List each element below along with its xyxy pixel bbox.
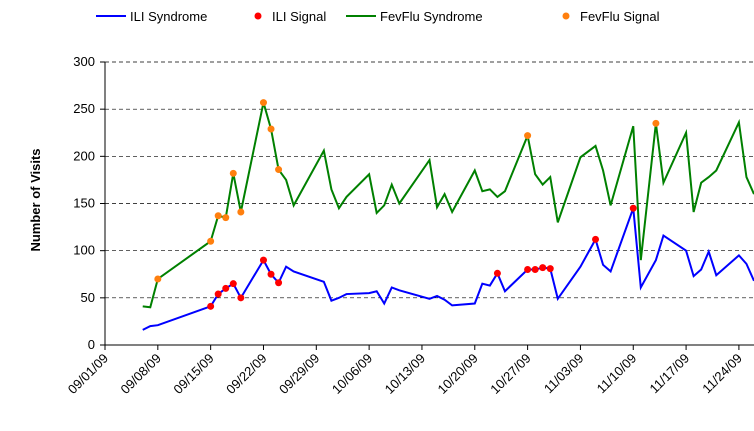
signal-point [546, 265, 554, 273]
signal-point [493, 269, 501, 277]
signal-point [524, 132, 532, 140]
signal-point [229, 280, 237, 288]
legend-label: FevFlu Syndrome [380, 9, 483, 24]
signal-point [214, 212, 222, 220]
series-line [142, 207, 754, 331]
signal-point [652, 119, 660, 127]
x-tick-label: 09/01/09 [65, 351, 111, 397]
y-tick-label: 0 [88, 337, 95, 352]
y-tick-label: 100 [73, 243, 95, 258]
signal-point [524, 266, 532, 274]
x-tick-label: 10/20/09 [435, 351, 481, 397]
signal-point [275, 279, 283, 287]
signal-point [539, 264, 547, 272]
legend-swatch [254, 12, 262, 20]
signal-point [259, 256, 267, 264]
x-tick-label: 10/06/09 [329, 351, 375, 397]
x-tick-label: 09/22/09 [223, 351, 269, 397]
y-tick-label: 50 [81, 290, 95, 305]
legend-label: FevFlu Signal [580, 9, 660, 24]
legend-label: ILI Signal [272, 9, 326, 24]
x-tick-label: 09/15/09 [170, 351, 216, 397]
signal-point [275, 166, 283, 174]
y-tick-label: 150 [73, 196, 95, 211]
signal-point [267, 125, 275, 133]
signal-point [207, 302, 215, 310]
y-tick-label: 300 [73, 54, 95, 69]
x-tick-label: 11/03/09 [541, 351, 587, 397]
legend-swatch [562, 12, 570, 20]
x-tick-label: 11/24/09 [699, 351, 745, 397]
signal-point [222, 214, 230, 222]
y-tick-label: 250 [73, 101, 95, 116]
signal-point [229, 169, 237, 177]
x-tick-label: 11/10/09 [594, 351, 640, 397]
signal-point [214, 290, 222, 298]
signal-point [259, 99, 267, 107]
signal-point [531, 266, 539, 274]
signal-point [267, 270, 275, 278]
signal-point [237, 294, 245, 302]
x-tick-label: 11/17/09 [646, 351, 692, 397]
x-tick-label: 10/13/09 [382, 351, 428, 397]
signal-point [222, 284, 230, 292]
x-tick-label: 10/27/09 [487, 351, 533, 397]
x-tick-label: 09/29/09 [276, 351, 322, 397]
signal-point [629, 204, 637, 212]
signal-point [154, 275, 162, 283]
signal-point [207, 237, 215, 245]
signal-point [592, 235, 600, 243]
y-tick-label: 200 [73, 148, 95, 163]
y-axis-label: Number of Visits [28, 148, 43, 251]
legend-label: ILI Syndrome [130, 9, 207, 24]
signal-point [237, 208, 245, 216]
x-tick-label: 09/08/09 [118, 351, 164, 397]
series-line [142, 102, 754, 309]
